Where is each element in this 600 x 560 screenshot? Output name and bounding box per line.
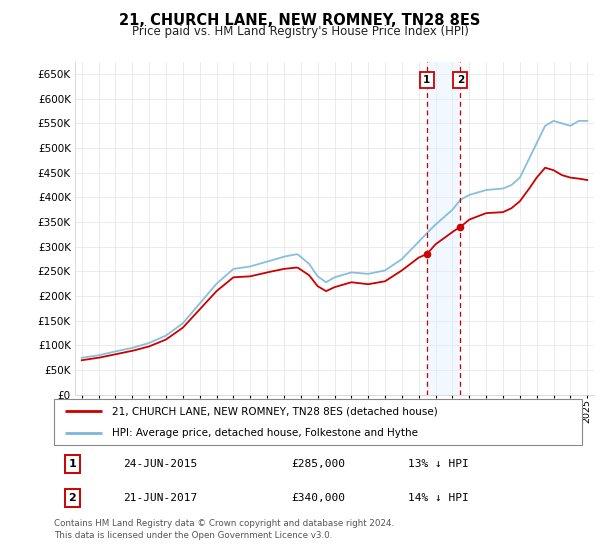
Text: 1: 1 [68, 459, 76, 469]
Text: 21, CHURCH LANE, NEW ROMNEY, TN28 8ES: 21, CHURCH LANE, NEW ROMNEY, TN28 8ES [119, 13, 481, 29]
Text: Contains HM Land Registry data © Crown copyright and database right 2024.
This d: Contains HM Land Registry data © Crown c… [54, 519, 394, 540]
Bar [427, 62, 460, 395]
Text: HPI: Average price, detached house, Folkestone and Hythe: HPI: Average price, detached house, Folk… [112, 428, 418, 438]
Text: £340,000: £340,000 [292, 493, 346, 503]
FancyBboxPatch shape [54, 399, 582, 445]
Text: 1: 1 [423, 75, 430, 85]
Text: 21, CHURCH LANE, NEW ROMNEY, TN28 8ES (detached house): 21, CHURCH LANE, NEW ROMNEY, TN28 8ES (d… [112, 406, 438, 416]
Text: 2: 2 [457, 75, 464, 85]
Text: 13% ↓ HPI: 13% ↓ HPI [408, 459, 469, 469]
Text: Price paid vs. HM Land Registry's House Price Index (HPI): Price paid vs. HM Land Registry's House … [131, 25, 469, 38]
Text: £285,000: £285,000 [292, 459, 346, 469]
Text: 2: 2 [68, 493, 76, 503]
Text: 14% ↓ HPI: 14% ↓ HPI [408, 493, 469, 503]
Text: 21-JUN-2017: 21-JUN-2017 [122, 493, 197, 503]
Text: 24-JUN-2015: 24-JUN-2015 [122, 459, 197, 469]
